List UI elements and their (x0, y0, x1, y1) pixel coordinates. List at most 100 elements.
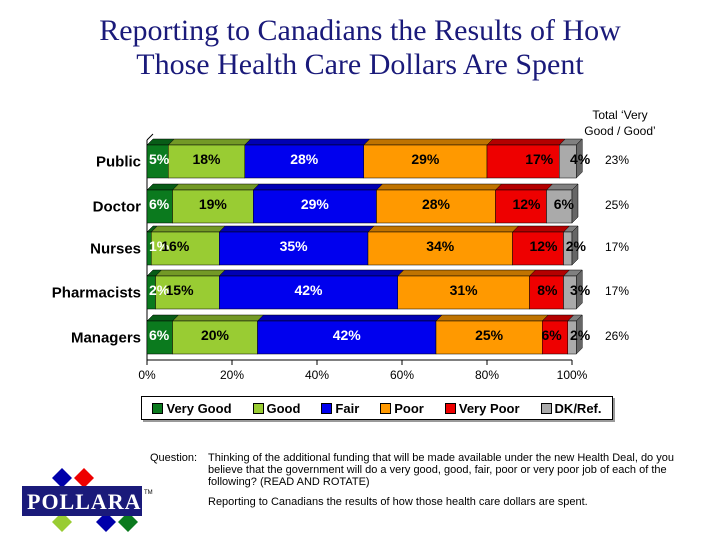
question-text: Thinking of the additional funding that … (208, 452, 674, 488)
x-tick-label: 60% (390, 368, 414, 382)
legend-item: DK/Ref. (540, 400, 602, 416)
legend-label: Very Good (166, 400, 232, 416)
data-label: 20% (201, 327, 230, 343)
bar-segment (168, 144, 245, 179)
data-label: 5% (149, 151, 170, 167)
bar-segment (172, 189, 254, 224)
legend-swatch (380, 402, 392, 414)
bar-side-face (576, 269, 583, 310)
bar-top-face (244, 138, 371, 146)
title-line-1: Reporting to Canadians the Results of Ho… (99, 14, 621, 47)
data-label: 25% (475, 327, 504, 343)
total-value: 17% (605, 284, 629, 298)
data-label: 29% (301, 196, 330, 212)
x-tick-label: 20% (220, 368, 244, 382)
data-label: 28% (290, 151, 319, 167)
svg-text:POLLARA: POLLARA (27, 489, 142, 514)
bar-top-face (154, 269, 226, 277)
x-tick-label: 80% (475, 368, 499, 382)
data-label: 15% (166, 282, 195, 298)
total-value: 25% (605, 198, 629, 212)
bar-segment (512, 231, 564, 266)
bar-top-face (256, 314, 443, 322)
bar-segment (397, 275, 530, 310)
bar-segment (486, 144, 560, 179)
data-label: 31% (450, 282, 479, 298)
question-block: Question: Thinking of the additional fun… (150, 452, 690, 508)
total-column-header: Total ‘Very Good / Good’ (560, 107, 680, 139)
data-label: 6% (149, 196, 170, 212)
bar-segment (155, 275, 220, 310)
data-label: 29% (411, 151, 440, 167)
x-tick-label: 0% (138, 368, 156, 382)
svg-text:TM: TM (144, 490, 153, 496)
legend-label: DK/Ref. (554, 400, 602, 416)
bar-segment (172, 320, 258, 355)
data-label: 3% (570, 282, 591, 298)
legend-label: Poor (394, 400, 424, 416)
bar-segment (542, 320, 568, 355)
legend-swatch (152, 402, 164, 414)
bar-top-face (486, 138, 566, 146)
data-label: 6% (542, 327, 563, 343)
bar-segment (253, 189, 377, 224)
bar-side-face (571, 183, 579, 224)
axis-depth-line (146, 133, 154, 141)
bar-top-face (252, 183, 384, 191)
legend-item: Very Good (152, 400, 232, 416)
category-label: Public (96, 154, 141, 171)
bar-side-face (576, 314, 583, 355)
data-label: 18% (192, 151, 221, 167)
page-title: Reporting to Canadians the Results of Ho… (0, 14, 720, 82)
stacked-bar-chart: 0% 20% 40% 60% 80% 100% Public 5% 18% 28% 29% 17% 4%… (52, 133, 629, 382)
data-label: 16% (161, 238, 190, 254)
data-label: 8% (537, 282, 558, 298)
legend-label: Fair (335, 400, 360, 416)
category-label: Pharmacists (52, 285, 141, 302)
bar-segment (495, 189, 547, 224)
bar-segment (376, 189, 496, 224)
data-label: 28% (422, 196, 451, 212)
x-tick-label: 40% (305, 368, 329, 382)
data-label: 6% (149, 327, 170, 343)
data-label: 35% (280, 238, 309, 254)
bar-top-face (511, 225, 571, 233)
bar-top-face (397, 269, 537, 277)
bar-top-face (171, 314, 265, 322)
data-label: 42% (294, 282, 323, 298)
category-label: Managers (71, 330, 141, 347)
data-label: 4% (570, 151, 591, 167)
x-tick-label: 100% (557, 368, 588, 382)
total-value: 23% (605, 153, 629, 167)
bar-top-face (435, 314, 549, 322)
bar-segment (363, 144, 488, 179)
data-label: 2% (570, 327, 591, 343)
chart-legend: Very Good Good Fair Poor Very Poor DK/Ref. (141, 396, 613, 420)
data-label: 42% (333, 327, 362, 343)
data-label: 34% (426, 238, 455, 254)
bar-segment (146, 320, 173, 355)
legend-item: Very Poor (444, 401, 520, 416)
bar-top-face (218, 225, 375, 233)
note-text: Reporting to Canadians the results of ho… (208, 496, 588, 508)
legend-swatch (252, 402, 264, 414)
legend-item: Fair (321, 401, 359, 416)
bar-segment (546, 189, 573, 224)
bar-segment (257, 320, 437, 355)
bar-top-face (150, 225, 226, 233)
bar-segment (219, 231, 369, 266)
bar-top-face (171, 183, 260, 191)
legend-label: Good (266, 400, 301, 416)
data-label: 17% (525, 151, 554, 167)
data-label: 2% (566, 238, 587, 254)
bar-top-face (218, 269, 405, 277)
data-label: 12% (529, 238, 558, 254)
legend-item: Poor (380, 401, 424, 416)
legend-swatch (444, 402, 456, 414)
bar-top-face (367, 225, 520, 233)
legend-swatch (540, 402, 552, 414)
legend-swatch (321, 402, 333, 414)
category-label: Nurses (90, 241, 141, 258)
question-label: Question: (150, 452, 198, 464)
data-label: 2% (149, 282, 170, 298)
